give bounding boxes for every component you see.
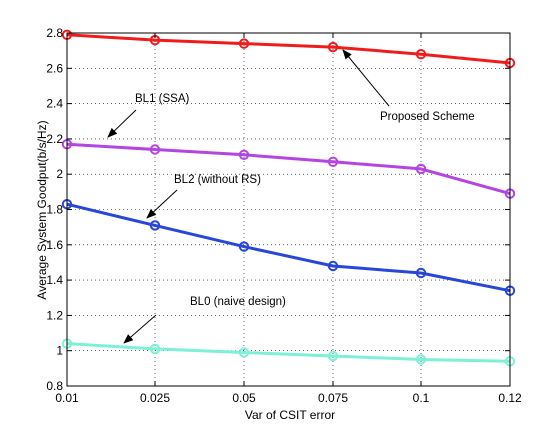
grid-lines — [67, 33, 510, 386]
y-tick-label: 1.8 — [46, 203, 63, 217]
y-tick-label: 0.8 — [46, 379, 63, 393]
data-point-proposed-scheme — [238, 38, 250, 49]
annotation-arrow-bl2-without-rs — [146, 189, 178, 219]
series-line-bl2-without-rs — [66, 202, 511, 293]
x-tick-label: 0.12 — [498, 391, 522, 405]
axis-ticks: 0.01 0.025 0.05 0.075 0.1 0.12 0.8 1 1.2 1.4 1.6 1.… — [46, 26, 522, 405]
data-point-bl0-naive-design — [238, 347, 250, 358]
series-line-proposed-scheme — [66, 33, 511, 65]
y-tick-label: 1.2 — [46, 308, 63, 322]
data-point-proposed-scheme — [327, 41, 339, 53]
x-tick-label: 0.075 — [318, 391, 348, 405]
x-tick-label: 0.1 — [413, 391, 430, 405]
data-point-bl0-naive-design — [149, 343, 161, 355]
annotations: Proposed Scheme BL1 (SSA) BL2 (without RS)… — [107, 49, 475, 344]
x-tick-label: 0.05 — [232, 391, 256, 405]
annotation-label-bl1-ssa: BL1 (SSA) — [135, 93, 189, 105]
data-point-bl2-without-rs — [149, 220, 161, 231]
y-tick-label: 1.6 — [46, 238, 63, 252]
y-tick-label: 2.4 — [46, 97, 63, 111]
y-tick-label: 1 — [56, 344, 63, 358]
data-point-bl1-ssa — [149, 144, 161, 155]
series-lines — [66, 33, 511, 363]
x-tick-label: 0.01 — [55, 391, 79, 405]
data-point-bl2-without-rs — [327, 260, 339, 272]
annotation-arrow-proposed-scheme — [342, 49, 390, 107]
y-axis-label: Average System Goodput(b/s/Hz) — [35, 120, 49, 299]
series-line-bl1-ssa — [66, 142, 511, 196]
annotation-label-bl0-naive-design: BL0 (naive design) — [190, 296, 286, 308]
y-tick-label: 2.2 — [46, 132, 63, 146]
y-tick-label: 1.4 — [46, 273, 63, 287]
x-tick-label: 0.025 — [140, 391, 170, 405]
data-point-bl2-without-rs — [415, 267, 427, 279]
data-point-bl1-ssa — [415, 163, 427, 175]
annotation-arrow-bl1-ssa — [107, 109, 137, 138]
series-markers — [61, 29, 516, 367]
annotation-label-bl2-without-rs: BL2 (without RS) — [174, 174, 261, 186]
y-tick-label: 2 — [56, 167, 63, 181]
x-axis-label: Var of CSIT error — [245, 408, 335, 422]
annotation-label-proposed-scheme: Proposed Scheme — [380, 111, 475, 123]
data-point-bl1-ssa — [238, 149, 250, 161]
data-point-bl0-naive-design — [415, 354, 427, 365]
y-tick-label: 2.8 — [46, 26, 63, 40]
data-point-bl2-without-rs — [238, 241, 250, 252]
annotation-arrow-bl0-naive-design — [123, 314, 157, 344]
y-tick-label: 2.6 — [46, 61, 63, 75]
data-point-bl0-naive-design — [327, 350, 339, 362]
data-point-bl1-ssa — [327, 156, 339, 168]
data-point-proposed-scheme — [415, 49, 427, 60]
series-line-bl0-naive-design — [66, 342, 511, 363]
